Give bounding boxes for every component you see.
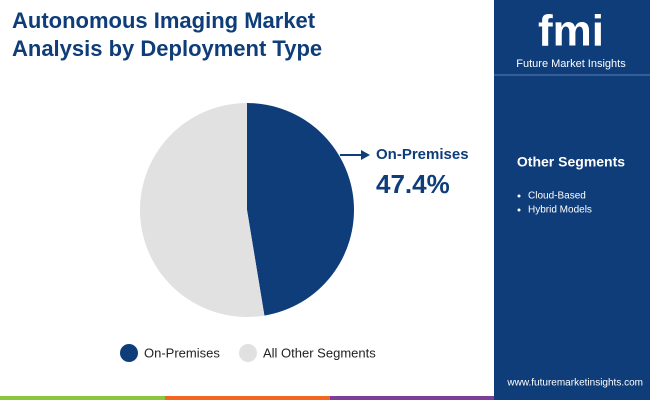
pie-slice bbox=[247, 103, 355, 316]
logo: fmi bbox=[538, 7, 604, 56]
bullet bbox=[517, 208, 521, 212]
segment-item: Cloud-Based bbox=[528, 191, 586, 202]
stripe bbox=[165, 396, 330, 400]
pie-slice bbox=[140, 103, 265, 317]
legend-swatch bbox=[239, 344, 257, 362]
legend-label: All Other Segments bbox=[263, 345, 376, 360]
chart-title: Autonomous Imaging Market Analysis by Dep… bbox=[12, 8, 322, 61]
legend-swatch bbox=[120, 344, 138, 362]
stripe bbox=[330, 396, 494, 400]
legend-label: On-Premises bbox=[144, 345, 220, 360]
stripe bbox=[0, 396, 165, 400]
value-label: 47.4% bbox=[376, 169, 450, 199]
chart: On-Premises 47.4% On-Premises All Other Seg… bbox=[120, 103, 469, 362]
url: www.futuremarketinsights.com bbox=[506, 378, 643, 389]
brand: Future Market Insights bbox=[516, 58, 626, 70]
callout-arrowhead bbox=[361, 150, 370, 160]
callout-label: On-Premises bbox=[376, 146, 469, 163]
sidebar-heading: Other Segments bbox=[517, 154, 625, 170]
sidebar bbox=[494, 0, 650, 400]
segment-item: Hybrid Models bbox=[528, 205, 592, 216]
bullet bbox=[517, 194, 521, 198]
